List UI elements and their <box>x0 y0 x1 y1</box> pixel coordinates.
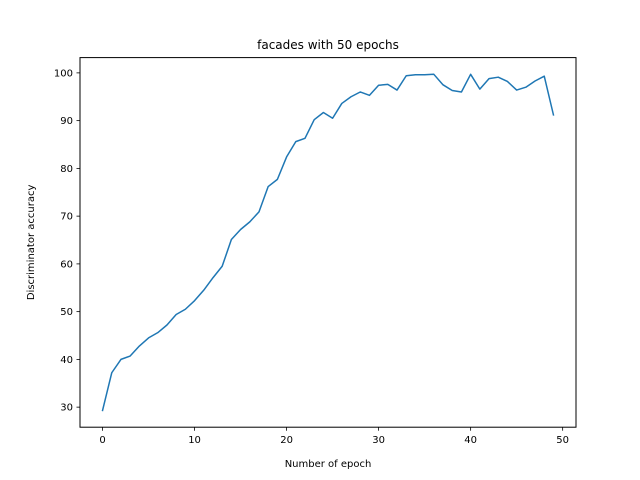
x-tick-label: 10 <box>188 435 201 446</box>
y-tick-label: 70 <box>60 212 73 223</box>
series-line <box>101 73 555 412</box>
y-tick-label: 40 <box>60 355 73 366</box>
y-tick-label: 50 <box>60 307 73 318</box>
plot-frame <box>79 57 577 428</box>
y-tick-label: 30 <box>60 403 73 414</box>
y-tick-label: 100 <box>54 68 73 79</box>
x-axis-label: Number of epoch <box>285 459 372 470</box>
x-tick-label: 50 <box>556 435 569 446</box>
y-axis-label: Discriminator accuracy <box>26 185 37 301</box>
x-tick-label: 20 <box>280 435 293 446</box>
y-tick-label: 90 <box>60 116 73 127</box>
x-tick-label: 0 <box>99 435 105 446</box>
x-tick-label: 40 <box>464 435 477 446</box>
y-tick-label: 60 <box>60 259 73 270</box>
chart-title: facades with 50 epochs <box>257 38 399 52</box>
y-tick-label: 80 <box>60 164 73 175</box>
x-tick-label: 30 <box>372 435 385 446</box>
